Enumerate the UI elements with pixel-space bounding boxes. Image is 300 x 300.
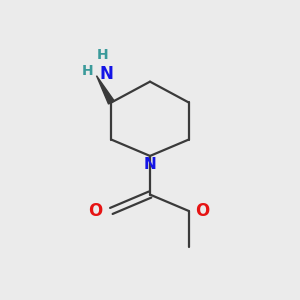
Text: N: N (100, 65, 113, 83)
Text: H: H (97, 49, 109, 62)
Text: O: O (195, 202, 209, 220)
Text: H: H (82, 64, 93, 78)
Text: O: O (88, 202, 102, 220)
Text: N: N (144, 158, 156, 172)
Polygon shape (97, 76, 114, 104)
